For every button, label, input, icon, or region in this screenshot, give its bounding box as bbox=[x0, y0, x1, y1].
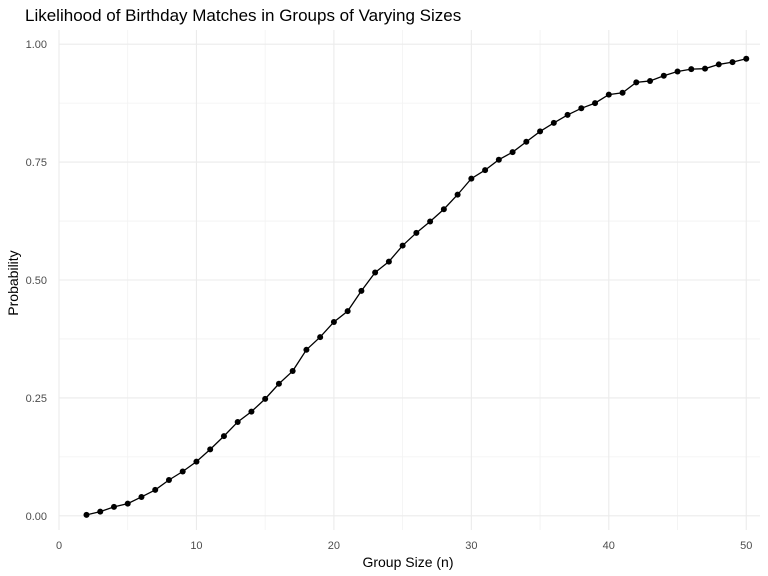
data-point bbox=[289, 368, 296, 375]
data-point bbox=[262, 395, 269, 402]
data-point bbox=[275, 380, 282, 387]
data-point bbox=[372, 269, 379, 276]
data-point bbox=[537, 128, 544, 135]
data-point bbox=[578, 105, 585, 112]
data-point bbox=[179, 468, 186, 475]
data-point bbox=[138, 493, 145, 500]
y-axis-label: Probability bbox=[5, 250, 21, 315]
data-point bbox=[592, 100, 599, 107]
y-tick-label: 0.00 bbox=[26, 511, 47, 523]
data-point bbox=[220, 433, 227, 440]
data-point bbox=[110, 503, 117, 510]
data-point bbox=[482, 167, 489, 174]
y-tick-label: 0.50 bbox=[26, 275, 47, 287]
data-point bbox=[468, 175, 475, 182]
data-point bbox=[729, 59, 736, 66]
data-point bbox=[358, 287, 365, 294]
x-tick-label: 50 bbox=[740, 540, 752, 552]
y-tick-label: 1.00 bbox=[26, 39, 47, 51]
data-point bbox=[702, 65, 709, 72]
data-point bbox=[303, 346, 310, 353]
data-point bbox=[605, 91, 612, 98]
chart-title: Likelihood of Birthday Matches in Groups… bbox=[25, 6, 461, 25]
data-point bbox=[193, 458, 200, 465]
data-point bbox=[647, 77, 654, 84]
x-axis-label: Group Size (n) bbox=[362, 554, 453, 570]
data-point bbox=[619, 89, 626, 96]
data-point bbox=[660, 72, 667, 79]
data-point bbox=[344, 308, 351, 315]
data-point bbox=[413, 229, 420, 236]
data-point bbox=[248, 408, 255, 415]
data-point bbox=[207, 446, 214, 453]
x-tick-label: 20 bbox=[328, 540, 340, 552]
x-tick-label: 10 bbox=[190, 540, 202, 552]
data-point bbox=[633, 79, 640, 86]
x-tick-label: 40 bbox=[603, 540, 615, 552]
x-tick-label: 30 bbox=[465, 540, 477, 552]
data-point bbox=[715, 61, 722, 68]
x-axis-ticks: 0 10 20 30 40 50 bbox=[56, 540, 752, 552]
data-point bbox=[152, 486, 159, 493]
data-point bbox=[83, 511, 90, 518]
data-point bbox=[399, 242, 406, 249]
data-point bbox=[317, 334, 324, 341]
data-point bbox=[674, 68, 681, 75]
major-gridlines bbox=[58, 30, 760, 530]
y-tick-label: 0.75 bbox=[26, 157, 47, 169]
data-point bbox=[688, 66, 695, 73]
y-axis-ticks: 0.00 0.25 0.50 0.75 1.00 bbox=[26, 39, 47, 523]
data-point bbox=[523, 138, 530, 145]
series-layer bbox=[83, 55, 750, 518]
data-point bbox=[509, 149, 516, 156]
data-point bbox=[165, 477, 172, 483]
data-point bbox=[97, 508, 104, 515]
data-point bbox=[564, 111, 571, 118]
data-point bbox=[495, 156, 502, 163]
data-point bbox=[385, 258, 392, 265]
x-tick-label: 0 bbox=[56, 540, 62, 552]
data-point bbox=[550, 119, 557, 126]
data-point bbox=[440, 206, 447, 213]
data-point bbox=[330, 318, 337, 325]
data-point bbox=[234, 418, 241, 425]
data-point bbox=[427, 218, 434, 225]
series-line bbox=[86, 58, 747, 516]
y-tick-label: 0.25 bbox=[26, 393, 47, 405]
data-point bbox=[454, 191, 461, 198]
data-point bbox=[124, 500, 131, 507]
data-point bbox=[743, 55, 750, 62]
